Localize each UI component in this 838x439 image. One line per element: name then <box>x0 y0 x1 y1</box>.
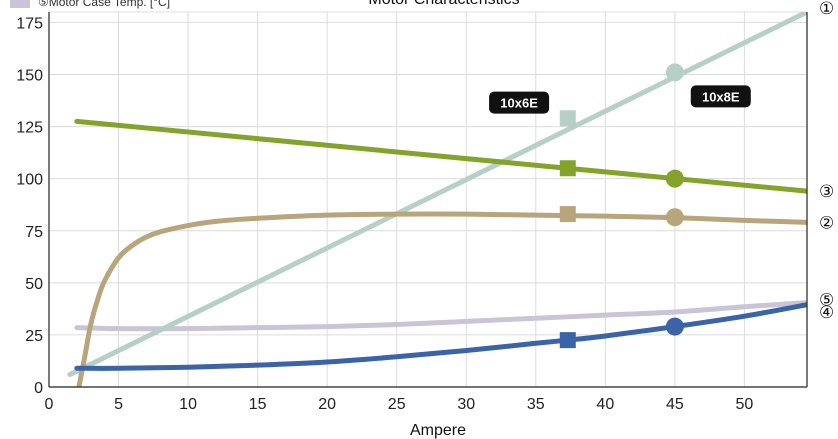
x-tick-label: 35 <box>527 396 545 413</box>
x-tick-label: 45 <box>666 396 684 413</box>
y-tick-label: 50 <box>25 276 43 293</box>
annotation-label: 10x6E <box>500 96 538 111</box>
y-tick-label: 125 <box>16 120 43 137</box>
marker-circle <box>665 208 684 227</box>
x-tick-label: 0 <box>45 396 54 413</box>
x-tick-label: 20 <box>318 396 336 413</box>
x-tick-label: 10 <box>179 396 197 413</box>
marker-circle <box>665 317 684 336</box>
series-end-label: ③ <box>819 182 834 202</box>
marker-square <box>559 206 576 223</box>
series-end-label: ① <box>819 0 834 19</box>
x-tick-label: 50 <box>736 396 754 413</box>
marker-circle <box>665 63 684 82</box>
x-tick-label: 15 <box>249 396 267 413</box>
y-tick-label: 100 <box>16 172 43 189</box>
series-line <box>74 302 807 371</box>
chart-title: Motor Characteristics <box>368 0 519 8</box>
annotations: 10x6E 10x8E ① ③ ② ⑤④ <box>489 0 834 323</box>
legend-swatch <box>10 0 30 8</box>
series-line <box>74 300 807 332</box>
x-axis-label: Ampere <box>410 422 466 439</box>
series-end-label: ② <box>819 213 834 233</box>
annotation-label: 10x8E <box>702 89 740 104</box>
y-tick-label: 75 <box>25 224 43 241</box>
legend[interactable]: ⑤Motor Case Temp. [°C] <box>10 0 170 9</box>
series-line <box>74 118 807 194</box>
series-lines <box>67 12 807 387</box>
x-tick-label: 30 <box>457 396 475 413</box>
annotation-badge <box>489 91 550 114</box>
series-line <box>67 12 807 377</box>
marker-square <box>559 160 576 177</box>
marker-square <box>559 332 576 349</box>
series-line <box>76 211 807 387</box>
x-tick-label: 25 <box>388 396 406 413</box>
y-tick-label: 150 <box>16 68 43 85</box>
legend-label: ⑤Motor Case Temp. [°C] <box>38 0 170 9</box>
x-tick-label: 40 <box>596 396 614 413</box>
x-tick-label: 5 <box>114 396 123 413</box>
series-markers <box>559 63 684 349</box>
series-end-label: ④ <box>819 303 834 323</box>
y-tick-label: 25 <box>25 328 43 345</box>
series-end-label: ⑤ <box>819 291 834 311</box>
annotation-badge <box>690 85 751 108</box>
y-tick-label: 175 <box>16 15 43 32</box>
marker-square <box>559 110 576 127</box>
axes: 0 5 10 15 20 25 30 35 40 45 50 0 25 50 75 100 125 150 175 <box>16 12 808 413</box>
marker-circle <box>665 169 684 188</box>
y-tick-label: 0 <box>34 380 43 397</box>
